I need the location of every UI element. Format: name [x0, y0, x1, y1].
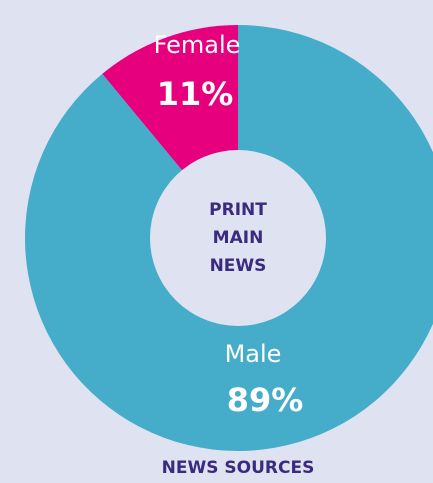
chart-title: NEWS SOURCES: [162, 458, 315, 478]
value-label: 11%: [157, 75, 234, 113]
category-label: Female: [154, 31, 241, 59]
value-label: 89%: [227, 381, 304, 419]
category-label: Male: [225, 340, 282, 368]
center-label: NEWS: [210, 256, 267, 276]
center-label: MAIN: [213, 228, 264, 248]
donut-hole: [150, 150, 326, 326]
center-label: PRINT: [209, 200, 267, 220]
